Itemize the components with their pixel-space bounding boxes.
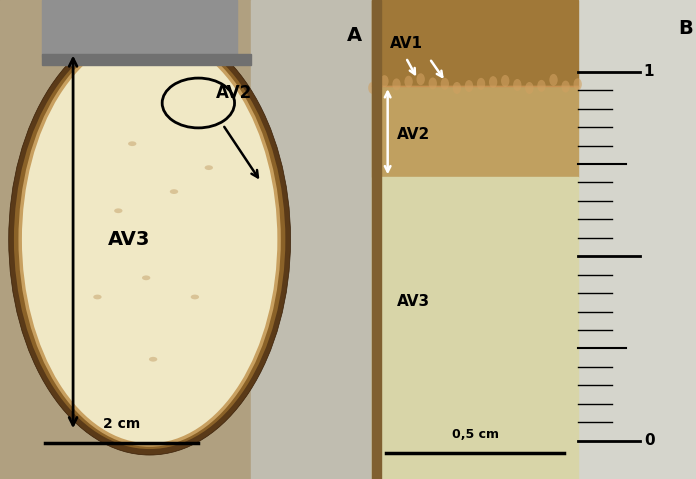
Bar <box>372 0 578 86</box>
Ellipse shape <box>170 189 178 194</box>
Ellipse shape <box>562 80 570 92</box>
Text: AV2: AV2 <box>216 84 252 103</box>
Ellipse shape <box>191 295 199 299</box>
Text: AV3: AV3 <box>397 294 430 309</box>
Ellipse shape <box>489 76 498 88</box>
Ellipse shape <box>477 78 485 90</box>
Ellipse shape <box>501 75 509 87</box>
Ellipse shape <box>549 74 557 86</box>
Ellipse shape <box>114 208 122 213</box>
Text: AV3: AV3 <box>108 230 150 249</box>
Bar <box>251 0 372 479</box>
Text: A: A <box>347 26 362 46</box>
Text: 2 cm: 2 cm <box>103 417 141 431</box>
Ellipse shape <box>142 275 150 280</box>
Bar <box>42 54 251 65</box>
Bar <box>372 177 578 479</box>
Ellipse shape <box>20 34 279 445</box>
Bar <box>578 0 696 479</box>
Text: AV1: AV1 <box>390 35 422 51</box>
Ellipse shape <box>368 82 377 94</box>
Ellipse shape <box>128 141 136 146</box>
Bar <box>0 0 372 479</box>
Text: AV2: AV2 <box>397 126 430 142</box>
Ellipse shape <box>525 82 534 94</box>
Bar <box>372 0 578 479</box>
Text: 0: 0 <box>644 433 654 448</box>
Ellipse shape <box>93 295 102 299</box>
Ellipse shape <box>465 80 473 92</box>
Ellipse shape <box>205 165 213 170</box>
Ellipse shape <box>404 76 413 88</box>
Ellipse shape <box>149 357 157 362</box>
Ellipse shape <box>416 73 425 85</box>
Ellipse shape <box>380 75 388 87</box>
Ellipse shape <box>441 78 449 90</box>
Text: B: B <box>678 19 693 38</box>
Ellipse shape <box>513 79 521 91</box>
Text: 0,5 cm: 0,5 cm <box>452 428 498 441</box>
Bar <box>42 0 237 57</box>
Ellipse shape <box>14 30 285 449</box>
Text: 1: 1 <box>644 64 654 80</box>
Ellipse shape <box>429 78 437 90</box>
Ellipse shape <box>393 79 401 91</box>
Bar <box>372 0 381 479</box>
Bar <box>372 86 578 177</box>
Ellipse shape <box>537 80 546 92</box>
Ellipse shape <box>8 24 291 455</box>
Ellipse shape <box>574 78 582 90</box>
Ellipse shape <box>452 82 461 94</box>
